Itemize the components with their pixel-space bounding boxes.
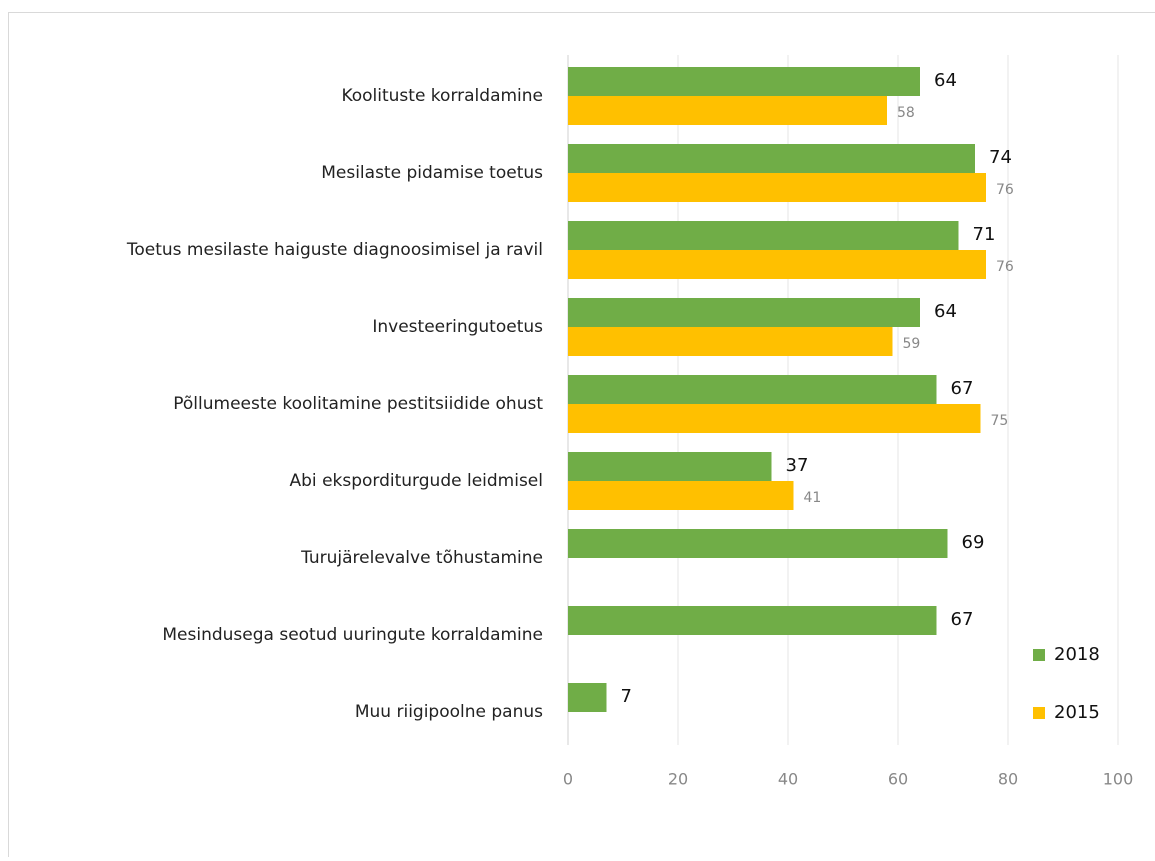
y-tick-label: Abi eksporditurgude leidmisel	[290, 471, 543, 491]
bar	[568, 683, 607, 712]
bar	[568, 298, 920, 327]
y-tick-label: Mesindusega seotud uuringute korraldamin…	[162, 625, 543, 645]
legend-swatch	[1033, 649, 1045, 661]
x-tick-label: 0	[563, 770, 573, 789]
bar	[568, 481, 794, 510]
y-tick-label: Toetus mesilaste haiguste diagnoosimisel…	[126, 240, 543, 260]
x-tick-label: 40	[778, 770, 798, 789]
legend-label: 2018	[1054, 644, 1100, 665]
value-label: 37	[786, 455, 809, 476]
bar	[568, 67, 920, 96]
value-label: 59	[903, 336, 921, 352]
value-label: 64	[934, 301, 957, 322]
value-label: 76	[996, 182, 1014, 198]
bar	[568, 221, 959, 250]
value-label: 7	[621, 686, 632, 707]
y-tick-label: Mesilaste pidamise toetus	[321, 163, 543, 183]
value-label: 75	[991, 413, 1009, 429]
value-label: 69	[962, 532, 985, 553]
value-label: 74	[989, 147, 1012, 168]
y-tick-label: Investeeringutoetus	[372, 317, 543, 337]
x-tick-label: 80	[998, 770, 1018, 789]
value-label: 67	[951, 609, 974, 630]
bar	[568, 327, 893, 356]
y-tick-label: Turujärelevalve tõhustamine	[300, 548, 543, 568]
bar	[568, 375, 937, 404]
value-label: 67	[951, 378, 974, 399]
y-tick-label: Koolituste korraldamine	[341, 86, 543, 106]
bar	[568, 452, 772, 481]
legend-swatch	[1033, 707, 1045, 719]
value-label: 58	[897, 105, 915, 121]
chart-frame	[9, 13, 1155, 858]
bar	[568, 250, 986, 279]
x-tick-label: 100	[1103, 770, 1134, 789]
x-tick-label: 60	[888, 770, 908, 789]
bar	[568, 606, 937, 635]
value-label: 41	[804, 490, 822, 506]
bar	[568, 529, 948, 558]
bar	[568, 96, 887, 125]
x-tick-label: 20	[668, 770, 688, 789]
bar	[568, 173, 986, 202]
value-label: 76	[996, 259, 1014, 275]
value-label: 71	[973, 224, 996, 245]
bar	[568, 404, 981, 433]
value-label: 64	[934, 70, 957, 91]
bar	[568, 144, 975, 173]
y-tick-label: Põllumeeste koolitamine pestitsiidide oh…	[173, 394, 543, 414]
y-tick-label: Muu riigipoolne panus	[355, 702, 543, 722]
legend-label: 2015	[1054, 702, 1100, 723]
